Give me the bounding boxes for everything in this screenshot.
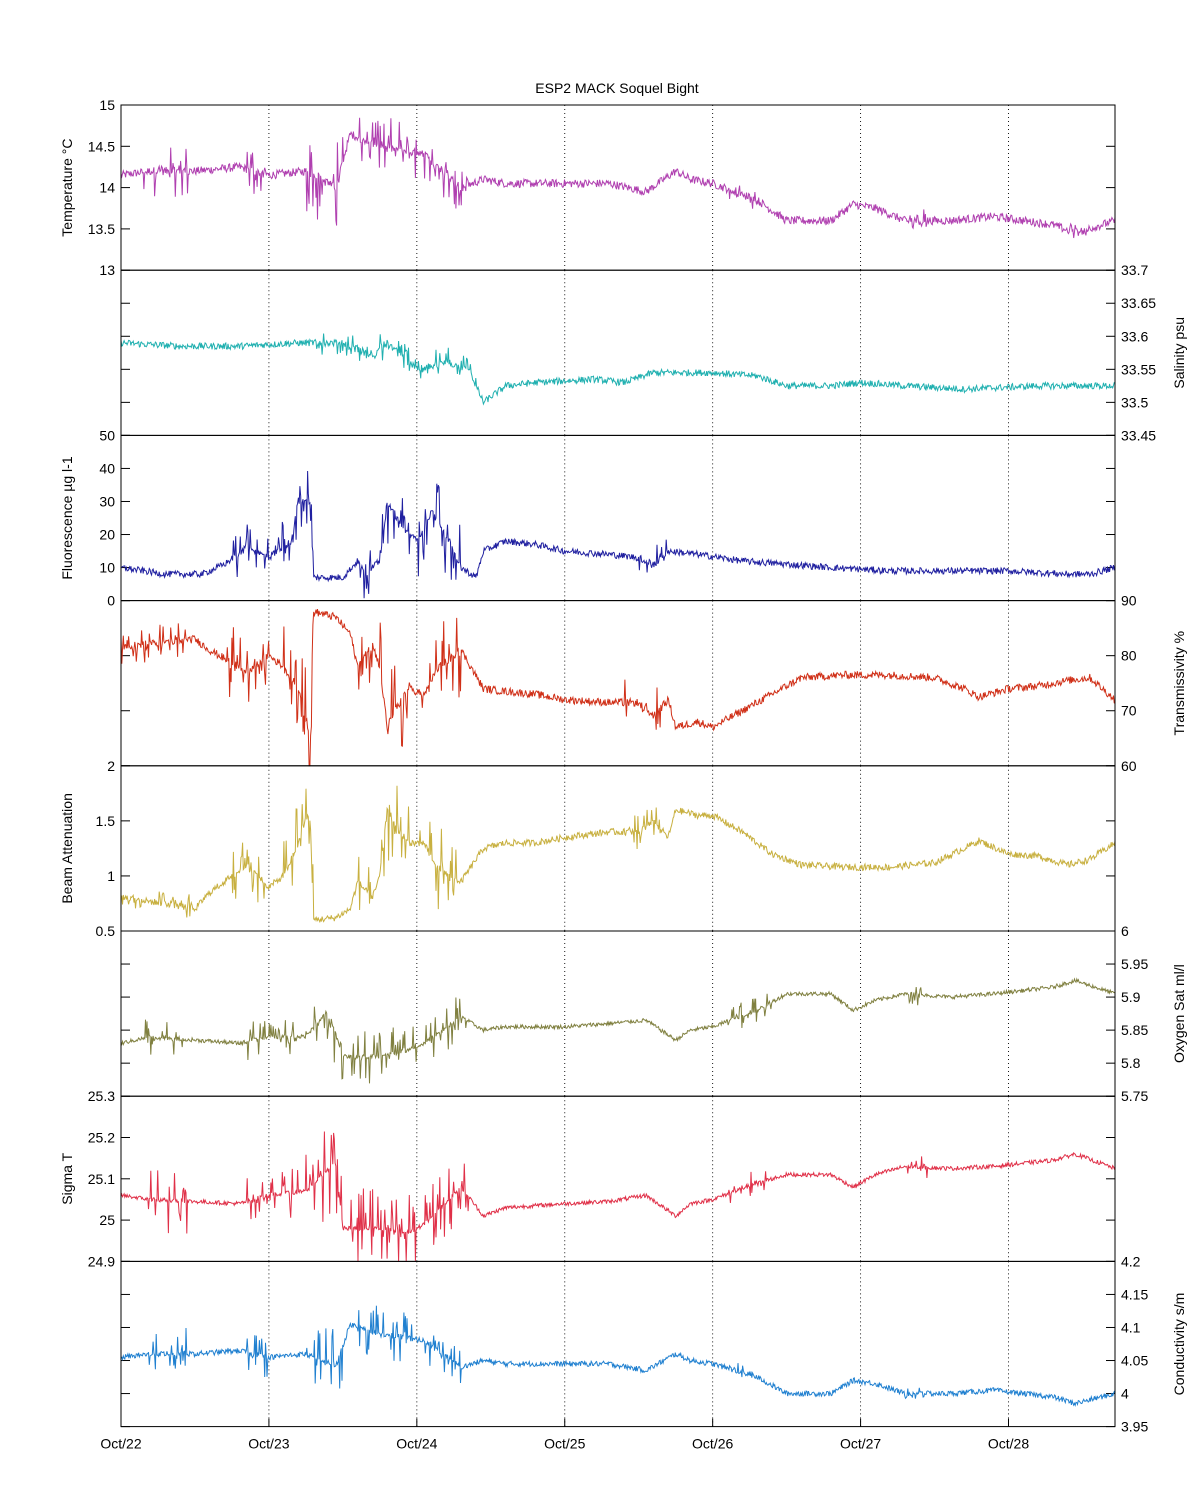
series-line — [120, 609, 1116, 767]
y-tick-label: 33.45 — [1121, 427, 1156, 443]
chart-title: ESP2 MACK Soquel Bight — [535, 80, 699, 96]
x-tick-label: Oct/24 — [396, 1436, 437, 1452]
y-tick-label: 70 — [1121, 703, 1137, 719]
y-axis-label: Temperature °C — [59, 138, 75, 236]
x-axis: Oct/22 Oct/23 Oct/24 Oct/25 Oct/26 Oct/27 Oct/… — [100, 1418, 1029, 1452]
y-tick-label: 33.55 — [1121, 361, 1156, 377]
y-tick-label: 33.6 — [1121, 328, 1148, 344]
y-tick-label: 24.9 — [88, 1253, 115, 1269]
y-tick-label: 25.1 — [88, 1171, 115, 1187]
x-tick-label: Oct/25 — [544, 1436, 585, 1452]
panel-transmissivity: 60 70 80 90 Transmissivity % — [120, 593, 1187, 774]
y-axis-label: Oxygen Sat ml/l — [1171, 964, 1187, 1063]
y-tick-label: 20 — [99, 527, 115, 543]
y-tick-label: 4.2 — [1121, 1253, 1141, 1269]
y-tick-label: 14 — [99, 180, 115, 196]
series-line — [120, 785, 1116, 924]
panel-sigma_t: 24.9 25 25.1 25.2 25.3 Sigma T — [59, 1088, 1116, 1269]
y-tick-label: 25.3 — [88, 1088, 115, 1104]
y-axis-label: Salinity psu — [1171, 317, 1187, 389]
panel-frame — [120, 269, 1116, 436]
y-tick-label: 14.5 — [88, 138, 115, 154]
y-tick-label: 2 — [107, 758, 115, 774]
y-tick-label: 1.5 — [96, 813, 116, 829]
y-axis-label: Beam Attenuation — [59, 793, 75, 904]
y-axis-label: Sigma T — [59, 1152, 75, 1204]
y-axis-label: Fluorescence µg l-1 — [59, 456, 75, 579]
series-line — [120, 470, 1116, 599]
x-tick-label: Oct/23 — [248, 1436, 289, 1452]
y-tick-label: 13 — [99, 262, 115, 278]
y-tick-label: 5.75 — [1121, 1088, 1148, 1104]
y-tick-label: 15 — [99, 97, 115, 113]
x-tick-label: Oct/26 — [692, 1436, 733, 1452]
x-tick-label: Oct/22 — [100, 1436, 141, 1452]
y-tick-label: 6 — [1121, 923, 1129, 939]
series-line — [120, 977, 1116, 1084]
panel-conductivity: 3.95 4 4.05 4.1 4.15 4.2 Conductivity s/m — [120, 1253, 1187, 1435]
y-tick-label: 4.05 — [1121, 1353, 1148, 1369]
y-tick-label: 5.95 — [1121, 956, 1148, 972]
x-tick-label: Oct/27 — [840, 1436, 881, 1452]
series-line — [120, 333, 1116, 406]
panel-frame — [120, 930, 1116, 1097]
y-tick-label: 80 — [1121, 648, 1137, 664]
panel-frame — [120, 434, 1116, 602]
series-line — [120, 1305, 1116, 1407]
y-axis-label: Transmissivity % — [1171, 631, 1187, 736]
y-tick-label: 40 — [99, 460, 115, 476]
panel-frame — [120, 600, 1116, 767]
y-tick-label: 5.8 — [1121, 1055, 1141, 1071]
panel-salinity: 33.45 33.5 33.55 33.6 33.65 33.7 Salinity psu — [120, 262, 1187, 443]
panel-frame — [120, 1095, 1116, 1262]
y-tick-label: 50 — [99, 427, 115, 443]
y-tick-label: 10 — [99, 560, 115, 576]
panel-fluorescence: 0 10 20 30 40 50 Fluorescence µg l-1 — [59, 427, 1116, 609]
y-tick-label: 4.1 — [1121, 1319, 1141, 1335]
panel-temperature: 13 13.5 14 14.5 15 Temperature °C — [59, 97, 1116, 278]
x-tick-label: Oct/28 — [988, 1436, 1029, 1452]
panel-frame — [120, 1260, 1116, 1428]
y-tick-label: 5.9 — [1121, 989, 1141, 1005]
y-tick-label: 33.65 — [1121, 295, 1156, 311]
y-tick-label: 60 — [1121, 758, 1137, 774]
y-tick-label: 13.5 — [88, 221, 115, 237]
y-tick-label: 33.7 — [1121, 262, 1148, 278]
series-line — [120, 117, 1116, 239]
y-tick-label: 5.85 — [1121, 1022, 1148, 1038]
y-axis-label: Conductivity s/m — [1171, 1293, 1187, 1396]
y-tick-label: 33.5 — [1121, 394, 1148, 410]
y-tick-label: 0.5 — [96, 923, 116, 939]
y-tick-label: 4.15 — [1121, 1286, 1148, 1302]
y-tick-label: 30 — [99, 493, 115, 509]
y-tick-label: 25 — [99, 1212, 115, 1228]
y-tick-label: 25.2 — [88, 1130, 115, 1146]
y-tick-label: 1 — [107, 868, 115, 884]
y-tick-label: 0 — [107, 593, 115, 609]
y-tick-label: 3.95 — [1121, 1419, 1148, 1435]
panel-beam_attenuation: 0.5 1 1.5 2 Beam Attenuation — [59, 758, 1116, 939]
y-tick-label: 4 — [1121, 1386, 1129, 1402]
y-tick-label: 90 — [1121, 593, 1137, 609]
panel-oxygen: 5.75 5.8 5.85 5.9 5.95 6 Oxygen Sat ml/l — [120, 923, 1187, 1104]
series-line — [120, 1131, 1116, 1262]
